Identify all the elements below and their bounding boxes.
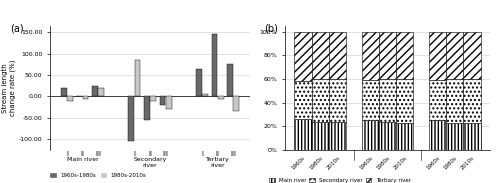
Bar xyxy=(150,96,156,101)
Bar xyxy=(464,123,480,150)
Text: Tertiary
river: Tertiary river xyxy=(206,157,230,168)
Bar xyxy=(294,119,312,150)
Text: Main river: Main river xyxy=(66,157,98,162)
Bar xyxy=(59,154,241,175)
Text: Secondary
river: Secondary river xyxy=(134,157,166,168)
Bar xyxy=(464,31,480,79)
Bar xyxy=(379,79,396,122)
Bar xyxy=(312,31,329,79)
Legend: 1960s-1980s, 1980s-2010s: 1960s-1980s, 1980s-2010s xyxy=(49,171,148,180)
Bar xyxy=(218,96,224,99)
Bar xyxy=(329,31,346,79)
Bar xyxy=(92,86,98,96)
Bar xyxy=(144,96,150,120)
Bar xyxy=(379,31,396,79)
Bar xyxy=(429,31,446,80)
Bar xyxy=(166,96,172,109)
Text: (b): (b) xyxy=(264,23,278,33)
Bar xyxy=(329,79,346,122)
Bar xyxy=(362,31,379,80)
Bar xyxy=(312,79,329,122)
Text: (a): (a) xyxy=(10,23,24,33)
Bar xyxy=(134,60,140,96)
Bar xyxy=(234,96,239,111)
Bar xyxy=(82,96,88,99)
Bar xyxy=(396,31,413,79)
Bar xyxy=(362,80,379,120)
Bar xyxy=(294,31,312,81)
Bar xyxy=(160,96,166,105)
Bar xyxy=(312,122,329,150)
Bar xyxy=(362,120,379,150)
Bar xyxy=(429,80,446,120)
Bar xyxy=(196,68,202,96)
Bar xyxy=(128,96,134,141)
Bar xyxy=(329,122,346,150)
Bar xyxy=(61,88,66,96)
Bar xyxy=(98,88,104,96)
Y-axis label: Stream length
change rate (%): Stream length change rate (%) xyxy=(2,60,16,116)
Bar xyxy=(429,120,446,150)
Bar xyxy=(294,81,312,119)
Bar xyxy=(396,79,413,123)
Bar xyxy=(446,31,464,79)
Bar xyxy=(202,94,208,96)
Bar xyxy=(396,123,413,150)
Bar xyxy=(227,64,233,96)
Bar xyxy=(67,96,73,101)
Bar xyxy=(446,123,464,150)
Bar xyxy=(446,79,464,123)
Legend: Main river, Secondary river, Tertiary river: Main river, Secondary river, Tertiary ri… xyxy=(268,176,412,183)
Bar xyxy=(464,79,480,123)
Bar xyxy=(379,122,396,150)
Bar xyxy=(212,34,218,96)
